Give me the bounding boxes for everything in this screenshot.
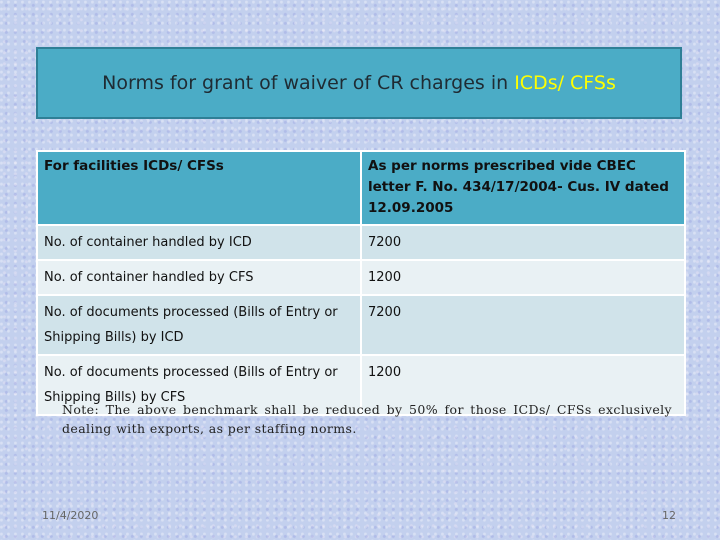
table-row: No. of container handled by ICD 7200 bbox=[36, 224, 686, 261]
facility-cell: No. of container handled by CFS bbox=[36, 259, 362, 296]
slide-date: 11/4/2020 bbox=[42, 509, 99, 522]
footnote: Note: The above benchmark shall be reduc… bbox=[62, 402, 672, 436]
table-row: No. of documents processed (Bills of Ent… bbox=[36, 294, 686, 356]
facility-cell: No. of documents processed (Bills of Ent… bbox=[36, 294, 362, 356]
slide-title: Norms for grant of waiver of CR charges … bbox=[36, 47, 682, 119]
norm-cell: 7200 bbox=[360, 294, 686, 356]
norm-cell: 1200 bbox=[360, 259, 686, 296]
header-norm: As per norms prescribed vide CBEC letter… bbox=[360, 150, 686, 226]
table-row: No. of container handled by CFS 1200 bbox=[36, 259, 686, 296]
facility-cell: No. of container handled by ICD bbox=[36, 224, 362, 261]
facility-cell: No. of documents processed (Bills of Ent… bbox=[36, 354, 362, 416]
norms-table: For facilities ICDs/ CFSs As per norms p… bbox=[36, 150, 686, 416]
norm-cell: 7200 bbox=[360, 224, 686, 261]
slide-title-highlight: ICDs/ CFSs bbox=[514, 72, 616, 94]
table-row: No. of documents processed (Bills of Ent… bbox=[36, 354, 686, 416]
norm-cell: 1200 bbox=[360, 354, 686, 416]
table-header-row: For facilities ICDs/ CFSs As per norms p… bbox=[36, 150, 686, 226]
slide-number: 12 bbox=[662, 509, 676, 522]
slide-title-text: Norms for grant of waiver of CR charges … bbox=[102, 72, 509, 94]
header-facility: For facilities ICDs/ CFSs bbox=[36, 150, 362, 226]
